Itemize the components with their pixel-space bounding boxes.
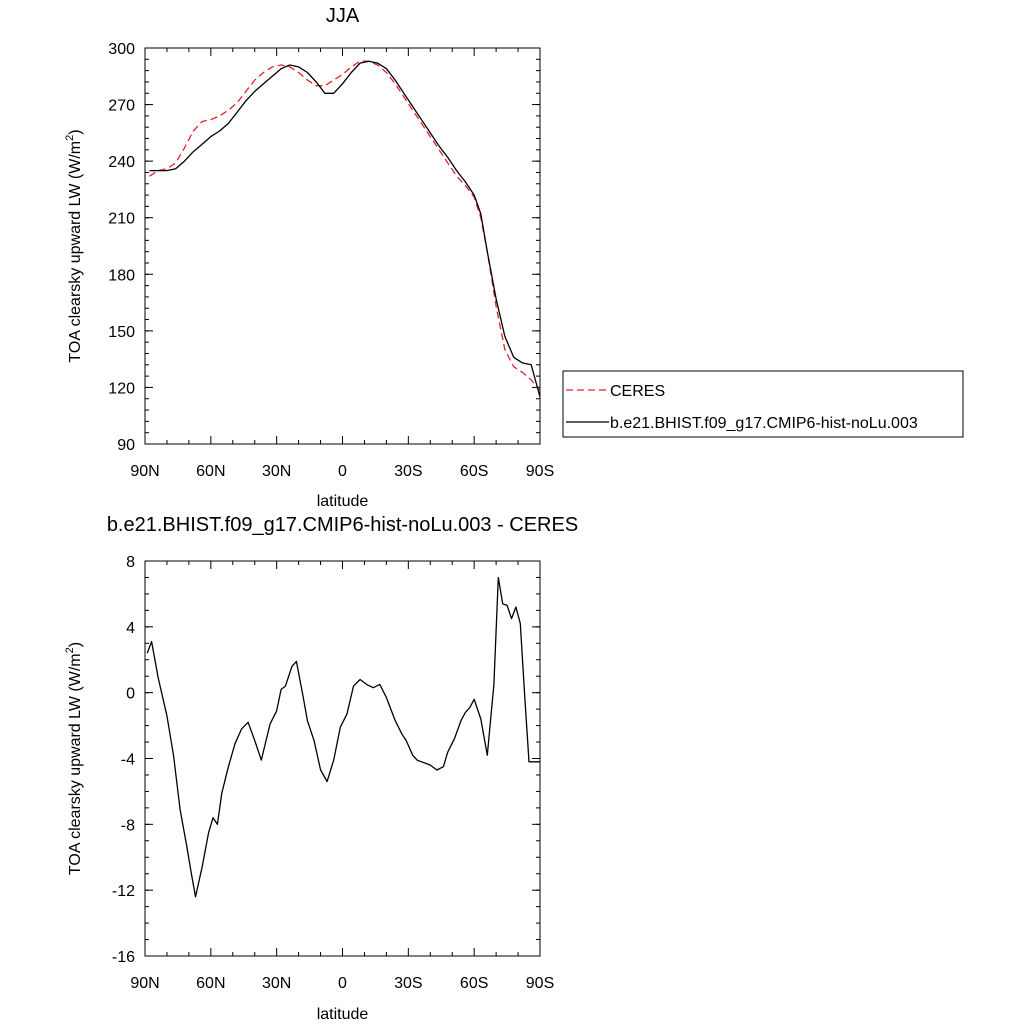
y-axis-label-superscript: 2: [64, 647, 76, 653]
y-tick-label: 8: [126, 554, 135, 571]
y-tick-label: 180: [108, 267, 135, 284]
y-axis-label-close: ): [67, 642, 84, 647]
x-tick-label: 60S: [460, 463, 488, 480]
x-tick-label: 90S: [526, 975, 554, 992]
y-tick-label: 150: [108, 324, 135, 341]
x-tick-label: 90S: [526, 463, 554, 480]
y-axis-label-text: TOA clearsky upward LW (W/m: [67, 653, 84, 875]
x-tick-label: 0: [338, 975, 347, 992]
y-tick-label: 0: [126, 686, 135, 703]
y-tick-label: 4: [126, 620, 135, 637]
y-tick-label: 240: [108, 154, 135, 171]
chart-title: b.e21.BHIST.f09_g17.CMIP6-hist-noLu.003 …: [107, 514, 578, 536]
y-tick-label: 300: [108, 41, 135, 58]
x-tick-label: 60S: [460, 975, 488, 992]
x-tick-label: 90N: [130, 463, 159, 480]
y-tick-label: 90: [117, 437, 135, 454]
chart-title: JJA: [326, 5, 360, 27]
x-axis-label: latitude: [317, 1006, 369, 1023]
y-tick-label: -8: [121, 817, 135, 834]
x-tick-label: 30N: [262, 463, 291, 480]
x-tick-label: 60N: [196, 463, 225, 480]
y-axis-label-close: ): [67, 129, 84, 134]
x-tick-label: 0: [338, 463, 347, 480]
y-axis-label: TOA clearsky upward LW (W/m2): [64, 642, 84, 875]
x-tick-label: 60N: [196, 975, 225, 992]
legend-label-2: b.e21.BHIST.f09_g17.CMIP6-hist-noLu.003: [610, 415, 918, 432]
legend-box: [562, 370, 964, 438]
series-line-1: [146, 576, 540, 898]
legend: CERES b.e21.BHIST.f09_g17.CMIP6-hist-noLu…: [562, 370, 964, 438]
plot-frame: [144, 560, 541, 957]
plot-frame: [144, 47, 541, 445]
series-line-2: [149, 60, 541, 398]
x-tick-label: 30N: [262, 975, 291, 992]
legend-label-1: CERES: [610, 383, 665, 400]
chart-panel-1: JJA 90N 60N 30N 0 30S 60S 90S 90 120 150 180 210 240 2…: [64, 5, 964, 510]
y-tick-label: 120: [108, 380, 135, 397]
y-tick-label: 270: [108, 98, 135, 115]
y-tick-label: -4: [121, 752, 135, 769]
y-axis-label-text: TOA clearsky upward LW (W/m: [67, 141, 84, 363]
x-tick-label: 90N: [130, 975, 159, 992]
y-tick-label: 210: [108, 211, 135, 228]
x-tick-label: 30S: [394, 975, 422, 992]
x-tick-label: 30S: [394, 463, 422, 480]
y-tick-label: -16: [112, 949, 135, 966]
y-tick-label: -12: [112, 883, 135, 900]
x-axis-label: latitude: [317, 493, 369, 510]
chart-panel-2: b.e21.BHIST.f09_g17.CMIP6-hist-noLu.003 …: [64, 514, 578, 1023]
series-line-1: [149, 60, 541, 392]
y-axis-label: TOA clearsky upward LW (W/m2): [64, 129, 84, 362]
y-axis-label-superscript: 2: [64, 135, 76, 141]
